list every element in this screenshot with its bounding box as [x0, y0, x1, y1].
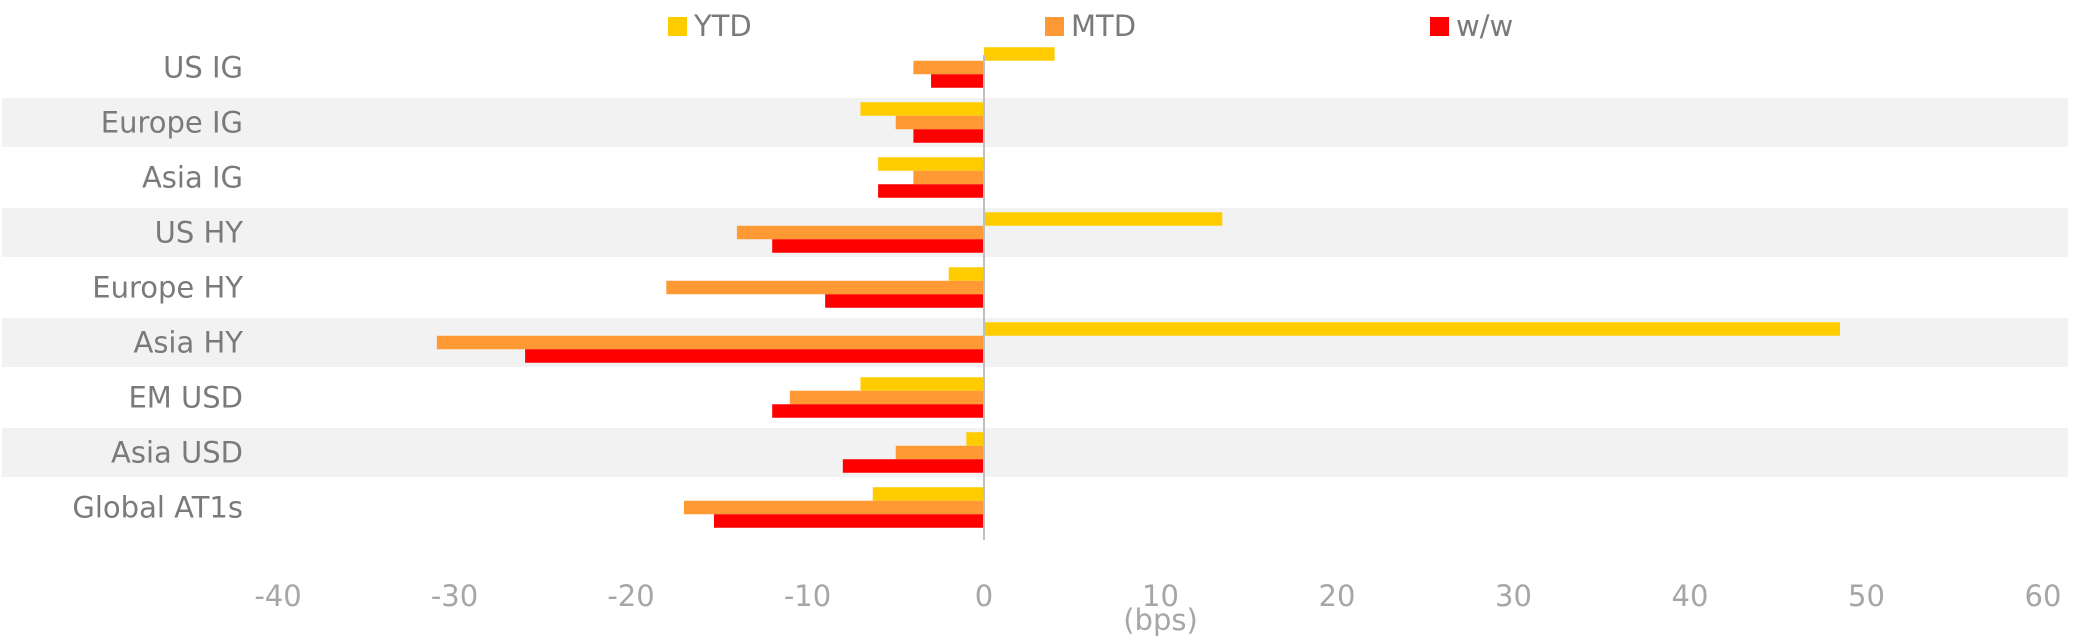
x-tick-label: -30: [431, 579, 478, 613]
bar-ytd-europe-hy: [948, 267, 984, 281]
legend-item: YTD: [668, 9, 752, 43]
bar-ytd-asia-ig: [878, 157, 984, 171]
legend: YTD MTD w/w: [668, 9, 1513, 43]
legend-swatch: [1045, 17, 1064, 36]
bar-mtd-europe-hy: [666, 280, 984, 295]
bar-ytd-europe-ig: [860, 102, 984, 116]
category-labels: US IG Europe IG Asia IG US HY Europe HY Asia …: [72, 51, 243, 525]
bar-ytd-us-ig: [984, 47, 1055, 61]
category-label: Europe IG: [101, 106, 243, 140]
bar-mtd-europe-ig: [895, 115, 984, 130]
bar-mtd-us-hy: [736, 225, 984, 240]
x-tick-labels: -40 -30 -20 -10 0 10 20 30 40 50 60: [254, 579, 2061, 613]
legend-item: w/w: [1430, 9, 1513, 43]
legend-label: MTD: [1071, 9, 1136, 43]
bars: [436, 47, 1841, 528]
x-tick-label: 20: [1319, 579, 1356, 613]
category-label: Asia HY: [133, 326, 243, 360]
row-bands: [2, 98, 2068, 477]
bar-mtd-us-ig: [913, 60, 984, 75]
x-tick-label: 0: [975, 579, 993, 613]
bar-mtd-asia-hy: [436, 335, 985, 350]
x-tick-label: 10: [1142, 579, 1179, 613]
x-tick-label: -20: [607, 579, 654, 613]
bar-ww-us-hy: [772, 239, 984, 253]
bar-ww-europe-ig: [913, 129, 984, 143]
category-label: US IG: [163, 51, 243, 85]
row-band: [2, 428, 2068, 477]
x-tick-label: -10: [784, 579, 831, 613]
bar-ytd-global-at1s: [872, 487, 984, 501]
bar-ytd-us-hy: [984, 212, 1223, 226]
bar-mtd-asia-ig: [913, 170, 984, 185]
bar-mtd-em-usd: [789, 390, 984, 405]
bar-ytd-asia-hy: [984, 322, 1841, 336]
bar-ww-us-ig: [931, 74, 984, 88]
legend-swatch: [1430, 17, 1449, 36]
bar-mtd-asia-usd: [895, 445, 984, 460]
legend-item: MTD: [1045, 9, 1136, 43]
x-tick-label: 30: [1495, 579, 1532, 613]
bar-ww-em-usd: [772, 404, 984, 418]
bar-ww-asia-hy: [525, 349, 984, 363]
bar-ww-asia-usd: [842, 459, 984, 473]
category-label: Europe HY: [92, 271, 243, 305]
x-tick-label: 60: [2025, 579, 2062, 613]
x-tick-label: -40: [254, 579, 301, 613]
x-tick-label: 50: [1848, 579, 1885, 613]
category-label: Asia IG: [142, 161, 243, 195]
legend-label: YTD: [693, 9, 752, 43]
category-label: EM USD: [128, 381, 243, 415]
bar-mtd-global-at1s: [683, 500, 984, 515]
legend-swatch: [668, 17, 687, 36]
legend-label: w/w: [1456, 9, 1513, 43]
bar-ww-asia-ig: [878, 184, 984, 198]
x-axis-title: (bps): [1123, 603, 1198, 637]
bar-ytd-em-usd: [860, 377, 984, 391]
x-tick-label: 40: [1672, 579, 1709, 613]
bar-ww-europe-hy: [825, 294, 984, 308]
category-label: Asia USD: [111, 436, 243, 470]
category-label: US HY: [155, 216, 244, 250]
row-band: [2, 98, 2068, 147]
bar-ww-global-at1s: [713, 514, 984, 528]
category-label: Global AT1s: [72, 491, 243, 525]
bar-ytd-asia-usd: [966, 432, 984, 446]
